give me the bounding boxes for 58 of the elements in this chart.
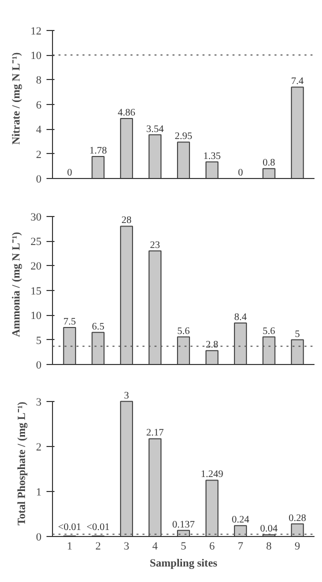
y-tick-label: 25: [30, 236, 42, 248]
data-label: 0: [238, 168, 243, 178]
data-label: 5: [294, 328, 300, 340]
x-tick-label: 5: [180, 540, 187, 552]
y-tick-label: 6: [36, 99, 42, 112]
y-axis-title: Ammonia / (mg N L⁻¹): [10, 232, 22, 338]
data-label: 2.95: [174, 131, 192, 142]
data-label: <0.01: [58, 522, 82, 534]
x-tick-label: 7: [238, 540, 244, 552]
data-label: 0.137: [172, 519, 195, 530]
data-label: 0.28: [288, 512, 306, 524]
y-axis-title: Nitrate / (mg N L⁻¹): [10, 52, 22, 145]
data-label: 1.249: [200, 469, 224, 480]
data-label: 28: [122, 215, 132, 226]
y-axis-title: Total Phosphate / (mg L⁻¹): [16, 401, 28, 526]
y-tick-label: 12: [30, 25, 42, 38]
data-label: 2.8: [206, 340, 218, 351]
data-label: 7.4: [291, 76, 304, 88]
x-tick-label: 8: [266, 540, 272, 552]
y-tick-label: 1: [36, 486, 42, 498]
data-label: 0.04: [260, 524, 278, 535]
x-tick-label: 6: [209, 540, 216, 552]
data-label: 0.8: [262, 158, 276, 169]
y-tick-label: 15: [30, 285, 42, 298]
data-label: <0.01: [86, 522, 110, 534]
y-tick-label: 0: [36, 532, 42, 544]
data-label: 1.78: [89, 146, 107, 157]
y-tick-label: 5: [36, 334, 42, 347]
data-label: 0: [67, 168, 72, 178]
y-tick-label: 10: [30, 310, 42, 322]
data-label: 5.6: [262, 326, 276, 337]
data-label: 4.86: [118, 108, 136, 118]
x-tick-label: 9: [294, 540, 301, 552]
x-axis-title: Sampling sites: [150, 558, 218, 570]
y-tick-label: 10: [30, 50, 42, 62]
y-tick-label: 8: [36, 74, 42, 87]
y-tick-label: 3: [36, 396, 42, 408]
data-label: 2.17: [146, 428, 164, 439]
data-label: 23: [150, 240, 160, 251]
y-tick-label: 4: [36, 124, 42, 136]
x-tick-label: 1: [66, 540, 72, 552]
y-tick-label: 30: [30, 211, 42, 224]
x-tick-label: 4: [152, 540, 158, 552]
data-label: 3.54: [146, 124, 164, 135]
y-tick-label: 2: [36, 441, 42, 454]
data-label: 5.6: [177, 326, 190, 337]
data-label: 7.5: [63, 316, 76, 328]
data-label: 8.4: [234, 312, 247, 324]
y-tick-label: 0: [36, 174, 42, 186]
data-label: 3: [124, 390, 130, 402]
x-tick-label: 3: [124, 540, 130, 552]
data-label: 1.35: [203, 150, 221, 162]
data-label: 6.5: [92, 321, 104, 332]
x-tick-label: 2: [95, 540, 101, 552]
y-tick-label: 20: [30, 260, 42, 273]
y-tick-label: 2: [36, 148, 42, 161]
data-label: 0.24: [232, 514, 250, 526]
y-tick-label: 0: [36, 360, 42, 372]
